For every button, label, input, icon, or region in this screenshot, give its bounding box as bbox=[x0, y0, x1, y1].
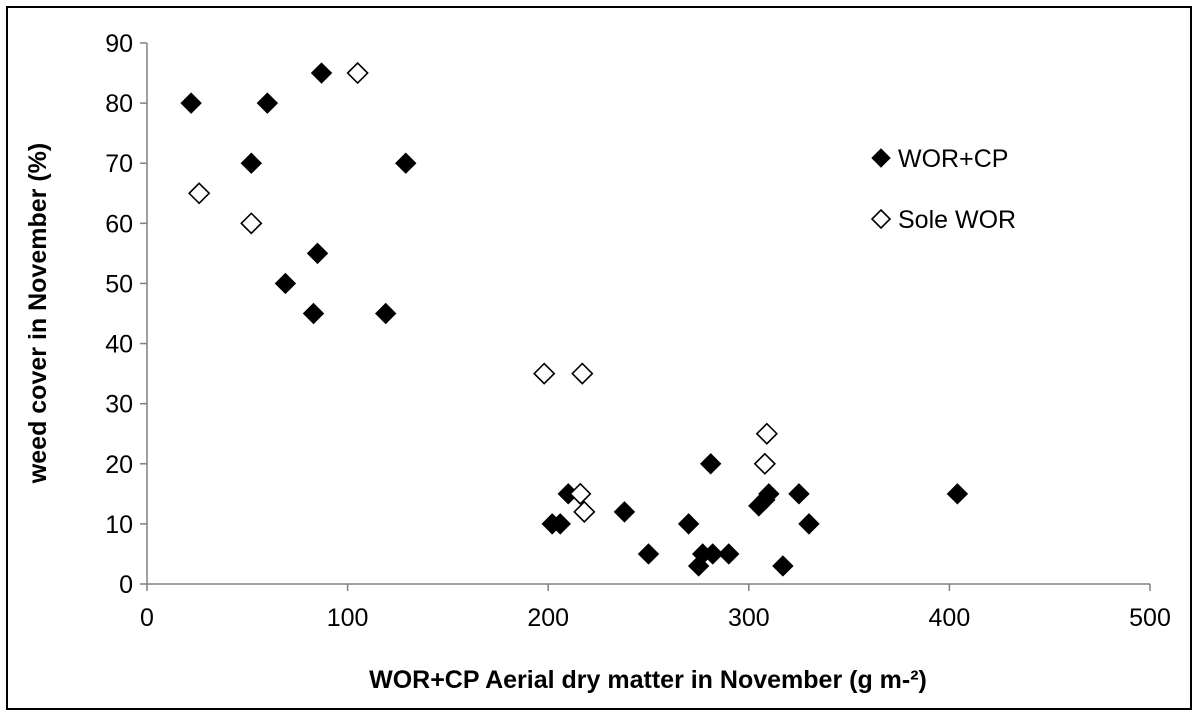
y-tick-label: 40 bbox=[105, 331, 133, 359]
y-tick-label: 90 bbox=[105, 30, 133, 58]
x-axis-title: WOR+CP Aerial dry matter in November (g … bbox=[369, 666, 927, 694]
point-wor-cp bbox=[637, 543, 660, 565]
point-sole-wor bbox=[240, 212, 263, 235]
point-wor-cp bbox=[772, 555, 794, 577]
point-wor-cp bbox=[788, 483, 810, 505]
point-sole-wor bbox=[753, 452, 776, 475]
point-wor-cp bbox=[274, 272, 297, 295]
point-sole-wor bbox=[188, 182, 211, 205]
point-sole-wor bbox=[755, 422, 778, 445]
point-sole-wor bbox=[571, 362, 594, 385]
x-tick-label: 500 bbox=[1129, 604, 1171, 632]
point-wor-cp bbox=[375, 302, 397, 325]
y-tick-label: 30 bbox=[105, 391, 133, 419]
point-wor-cp bbox=[240, 152, 263, 174]
y-tick-label: 70 bbox=[105, 150, 133, 178]
point-wor-cp bbox=[302, 302, 325, 325]
x-tick-label: 100 bbox=[327, 604, 369, 632]
y-tick-label: 60 bbox=[105, 210, 133, 238]
point-wor-cp bbox=[677, 513, 700, 535]
point-wor-cp bbox=[798, 513, 820, 535]
legend-label: Sole WOR bbox=[898, 206, 1016, 234]
y-tick-label: 50 bbox=[105, 270, 133, 298]
y-tick-label: 20 bbox=[105, 451, 133, 479]
legend-marker-sole-wor bbox=[870, 208, 892, 230]
point-sole-wor bbox=[569, 482, 592, 505]
legend: WOR+CP Sole WOR bbox=[870, 145, 1016, 234]
point-wor-cp bbox=[718, 543, 740, 565]
point-wor-cp bbox=[310, 62, 333, 84]
tick-labels: 0 10 20 30 40 50 60 70 80 90 0 100 200 300 400 500 bbox=[105, 30, 1171, 632]
point-sole-wor bbox=[573, 500, 596, 523]
point-wor-cp bbox=[758, 483, 780, 505]
point-wor-cp bbox=[701, 543, 724, 565]
chart-frame bbox=[6, 6, 1192, 710]
y-axis-title: weed cover in November (%) bbox=[24, 143, 52, 484]
x-tick-label: 300 bbox=[728, 604, 770, 632]
point-wor-cp bbox=[395, 152, 417, 174]
point-sole-wor bbox=[346, 61, 369, 85]
point-wor-cp bbox=[549, 513, 571, 535]
axes bbox=[140, 42, 1151, 591]
point-sole-wor bbox=[533, 362, 556, 385]
point-wor-cp bbox=[946, 483, 969, 505]
y-tick-label: 80 bbox=[105, 90, 133, 118]
y-tick-label: 10 bbox=[105, 511, 133, 539]
point-wor-cp bbox=[699, 453, 722, 475]
x-tick-label: 200 bbox=[527, 604, 569, 632]
point-wor-cp bbox=[180, 92, 202, 114]
legend-marker-wor-cp bbox=[871, 148, 891, 168]
point-wor-cp bbox=[256, 92, 279, 114]
x-tick-label: 400 bbox=[929, 604, 971, 632]
legend-label: WOR+CP bbox=[898, 145, 1008, 173]
data-points bbox=[180, 61, 969, 577]
x-tick-label: 0 bbox=[140, 604, 154, 632]
point-wor-cp bbox=[613, 501, 636, 523]
point-wor-cp bbox=[306, 242, 329, 265]
y-tick-label: 0 bbox=[119, 571, 133, 599]
